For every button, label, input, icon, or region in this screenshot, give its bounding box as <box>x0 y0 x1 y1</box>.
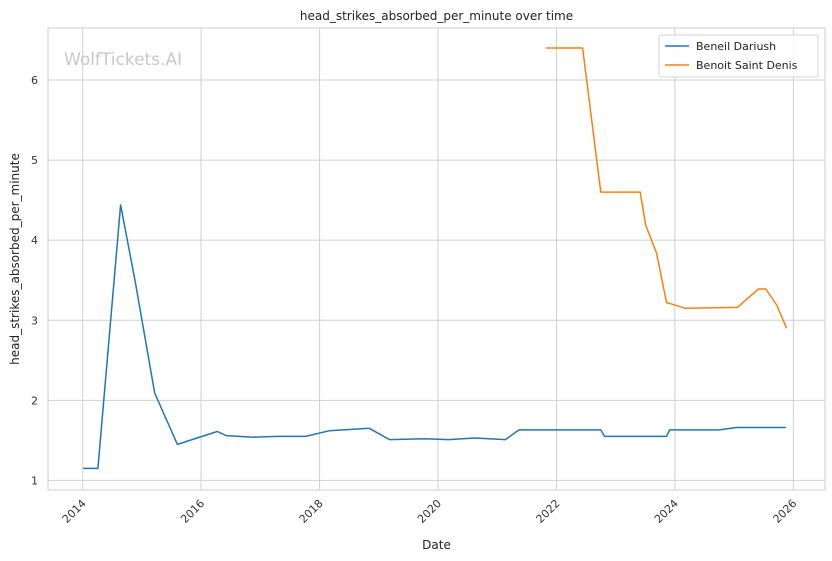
data-point <box>786 328 787 329</box>
data-point <box>177 444 178 445</box>
x-tick-label: 2020 <box>415 497 444 526</box>
legend: Beneil Dariush Benoit Saint Denis <box>658 34 819 78</box>
data-point <box>640 192 641 193</box>
legend-label: Beneil Dariush <box>696 40 776 53</box>
x-tick-label: 2016 <box>178 497 207 526</box>
data-point <box>686 429 687 430</box>
data-point <box>217 431 218 432</box>
data-point <box>518 429 519 430</box>
data-point <box>474 437 475 438</box>
data-point <box>329 430 330 431</box>
y-tick-label: 3 <box>31 314 38 327</box>
chart-title: head_strikes_absorbed_per_minute over ti… <box>300 9 573 23</box>
data-point <box>135 282 136 283</box>
y-tick-label: 4 <box>31 234 38 247</box>
data-point <box>600 192 601 193</box>
data-point <box>448 439 449 440</box>
data-point <box>666 302 667 303</box>
data-point <box>758 288 759 289</box>
data-point <box>776 304 777 305</box>
y-tick-label: 6 <box>31 74 38 87</box>
data-point <box>666 436 667 437</box>
data-point <box>604 436 605 437</box>
data-point <box>305 436 306 437</box>
legend-box <box>658 34 819 78</box>
grid-lines <box>48 28 825 490</box>
x-tick-label: 2014 <box>60 497 89 526</box>
data-point <box>719 429 720 430</box>
data-point <box>253 437 254 438</box>
x-tick-label: 2024 <box>652 497 681 526</box>
data-point <box>765 288 766 289</box>
y-tick-label: 2 <box>31 394 38 407</box>
series-line <box>83 204 786 470</box>
data-point <box>83 468 84 469</box>
data-point <box>120 204 121 205</box>
y-tick-label: 5 <box>31 154 38 167</box>
data-point <box>369 428 370 429</box>
y-axis-title: head_strikes_absorbed_per_minute <box>8 153 22 365</box>
plot-frame <box>47 27 826 491</box>
data-point <box>546 47 547 48</box>
data-point <box>641 436 642 437</box>
legend-label: Benoit Saint Denis <box>696 59 798 72</box>
y-tick-label: 1 <box>31 474 38 487</box>
data-point <box>684 308 685 309</box>
data-point <box>568 429 569 430</box>
data-point <box>389 439 390 440</box>
data-point <box>424 438 425 439</box>
legend-items: Beneil Dariush Benoit Saint Denis <box>665 40 798 72</box>
data-point <box>154 393 155 394</box>
data-point <box>226 435 227 436</box>
data-point <box>669 429 670 430</box>
data-point <box>785 427 786 428</box>
data-point <box>582 47 583 48</box>
data-point <box>505 439 506 440</box>
x-tick-label: 2026 <box>771 497 800 526</box>
data-point <box>97 468 98 469</box>
series-lines <box>83 47 788 470</box>
series-line <box>546 47 788 329</box>
data-point <box>760 427 761 428</box>
data-point <box>736 427 737 428</box>
data-point <box>737 307 738 308</box>
data-point <box>645 224 646 225</box>
x-tick-label: 2018 <box>297 497 326 526</box>
x-tick-label: 2022 <box>534 497 563 526</box>
data-point <box>600 429 601 430</box>
data-point <box>671 304 672 305</box>
watermark-text: WolfTickets.AI <box>64 50 182 70</box>
data-point <box>277 436 278 437</box>
x-axis-title: Date <box>422 538 451 552</box>
data-point <box>656 252 657 253</box>
